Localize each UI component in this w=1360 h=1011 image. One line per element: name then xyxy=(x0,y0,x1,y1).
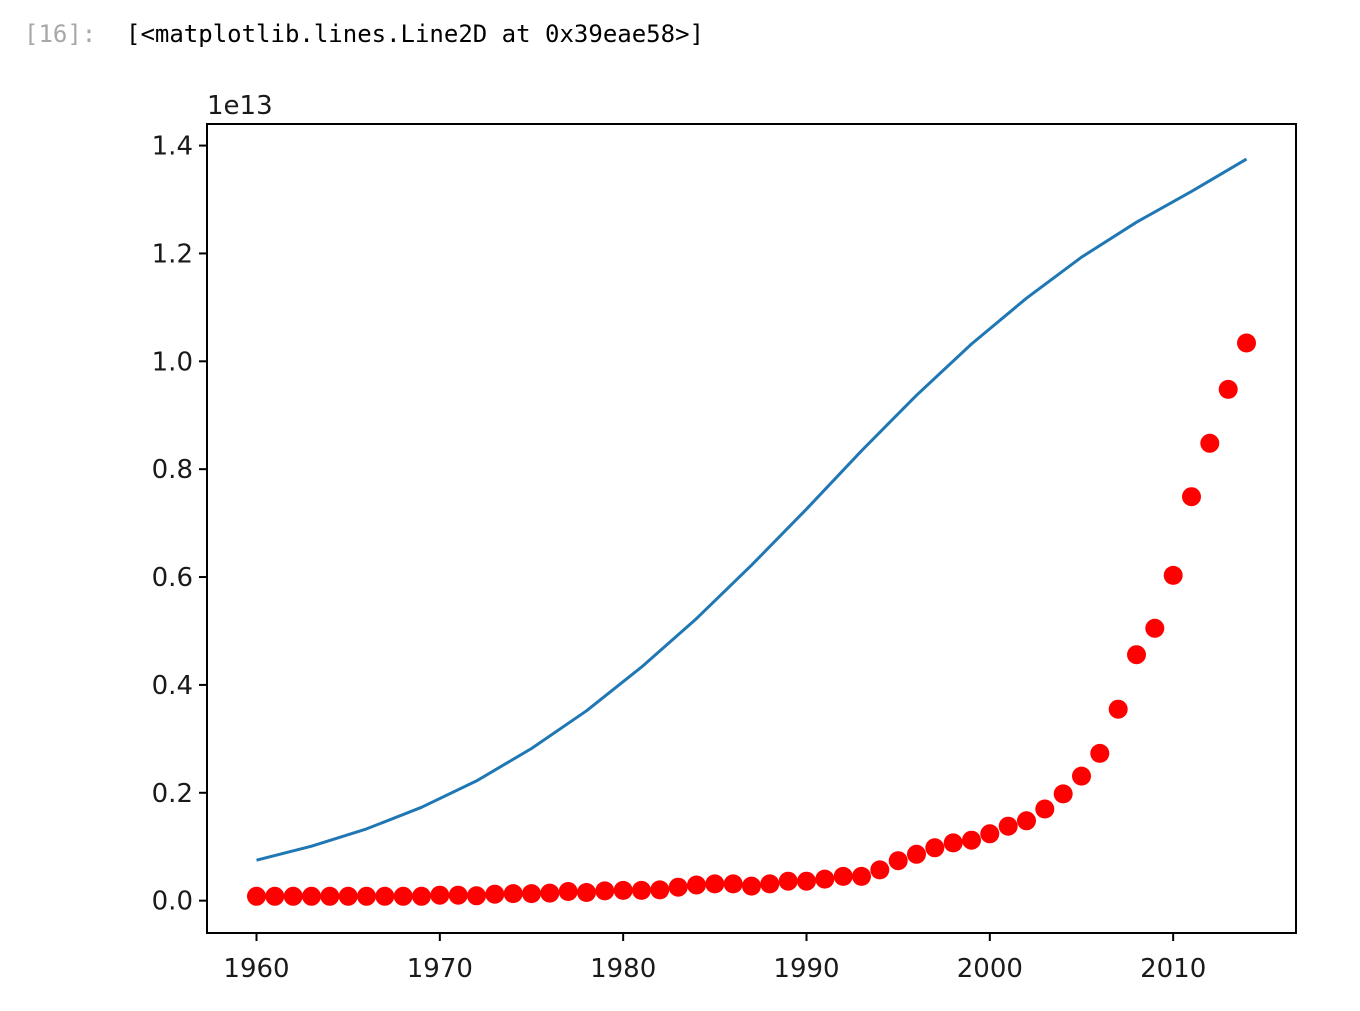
data-point xyxy=(1200,433,1220,453)
x-axis-ticks: 1960 1970 1980 1990 2000 2010 xyxy=(223,933,1206,984)
data-point xyxy=(650,880,670,900)
data-point xyxy=(1218,379,1238,399)
x-tick-label: 2000 xyxy=(957,954,1023,984)
data-point xyxy=(1090,743,1110,763)
data-point xyxy=(760,874,780,894)
data-point xyxy=(723,874,743,894)
data-point xyxy=(320,886,340,906)
y-tick-label: 0.2 xyxy=(152,779,193,809)
line-series xyxy=(256,157,1248,862)
data-point xyxy=(430,885,450,905)
data-point xyxy=(1053,784,1073,804)
data-point xyxy=(943,833,963,853)
data-point xyxy=(375,886,395,906)
data-point xyxy=(815,869,835,889)
data-point xyxy=(485,884,505,904)
data-point xyxy=(705,874,725,894)
data-point xyxy=(687,875,706,895)
data-point xyxy=(302,886,321,906)
data-point xyxy=(1237,333,1256,353)
y-axis-ticks: 0.0 0.2 0.4 0.6 0.8 1.0 1.2 1.4 xyxy=(152,132,207,917)
data-point xyxy=(980,824,1000,844)
data-point xyxy=(852,866,871,886)
data-point xyxy=(797,871,816,891)
data-point xyxy=(833,866,853,886)
data-point xyxy=(778,871,798,891)
output-row: [16]: [<matplotlib.lines.Line2D at 0x39e… xyxy=(0,14,1360,54)
data-point xyxy=(283,886,303,906)
data-point xyxy=(742,876,761,896)
x-tick-label: 1970 xyxy=(407,954,473,984)
cell-prompt: [16]: xyxy=(24,20,97,48)
data-point xyxy=(1017,811,1036,831)
data-point xyxy=(522,884,541,904)
data-point xyxy=(1182,487,1201,507)
data-point xyxy=(1035,799,1055,819)
plot-area xyxy=(247,157,1256,906)
data-point xyxy=(1145,618,1165,638)
x-tick-label: 1960 xyxy=(223,954,289,984)
y-offset-label: 1e13 xyxy=(207,91,273,121)
data-point xyxy=(907,844,926,864)
y-tick-label: 0.0 xyxy=(152,887,193,917)
y-tick-label: 0.8 xyxy=(152,455,193,485)
data-point xyxy=(393,886,413,906)
data-point xyxy=(1163,565,1183,585)
data-point xyxy=(357,886,376,906)
data-point xyxy=(668,877,688,897)
data-point xyxy=(540,883,560,903)
data-point xyxy=(925,838,945,858)
y-tick-label: 0.6 xyxy=(152,563,193,593)
data-point xyxy=(870,860,890,880)
data-point xyxy=(247,886,266,906)
cell-output-text: [<matplotlib.lines.Line2D at 0x39eae58>] xyxy=(126,20,704,48)
data-point xyxy=(1127,645,1146,665)
y-tick-label: 1.4 xyxy=(152,132,193,162)
data-point xyxy=(503,884,523,904)
data-point xyxy=(998,816,1018,836)
data-point xyxy=(595,881,615,901)
x-tick-label: 2010 xyxy=(1140,954,1206,984)
data-point xyxy=(1108,699,1128,719)
data-point xyxy=(577,883,596,902)
data-point xyxy=(613,880,633,900)
data-point xyxy=(632,880,651,900)
data-point xyxy=(448,885,468,905)
data-point xyxy=(265,886,285,906)
data-point xyxy=(962,830,981,850)
axes-frame xyxy=(206,123,1297,934)
x-tick-label: 1990 xyxy=(773,954,839,984)
data-point xyxy=(467,886,486,906)
y-tick-label: 1.2 xyxy=(152,239,193,269)
data-point xyxy=(338,886,358,906)
x-tick-label: 1980 xyxy=(590,954,656,984)
data-point xyxy=(888,851,908,871)
y-tick-label: 0.4 xyxy=(152,671,193,701)
data-point xyxy=(412,886,431,906)
y-tick-label: 1.0 xyxy=(152,347,193,377)
data-point xyxy=(558,882,578,901)
data-point xyxy=(1072,766,1091,786)
